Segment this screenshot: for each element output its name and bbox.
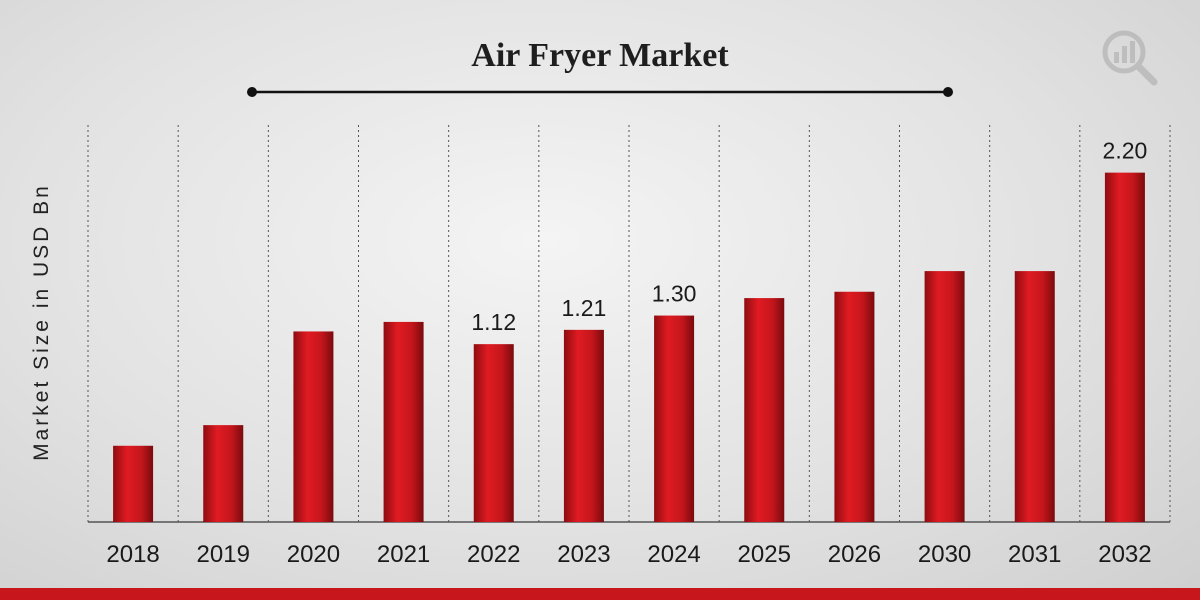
bar-2030 <box>924 271 965 522</box>
x-tick-2023: 2023 <box>557 541 610 568</box>
x-tick-2019: 2019 <box>197 541 250 568</box>
bar-2018 <box>113 445 154 522</box>
x-tick-2018: 2018 <box>106 541 159 568</box>
magnifier-chart-icon <box>1102 30 1158 86</box>
bars-group <box>113 172 1145 522</box>
data-label-2023: 1.21 <box>562 295 607 321</box>
bar-2026 <box>834 291 875 522</box>
title-underline <box>247 87 953 97</box>
data-label-2024: 1.30 <box>652 281 697 307</box>
bar-2031 <box>1014 271 1055 522</box>
bar-2019 <box>203 425 244 522</box>
x-tick-2022: 2022 <box>467 541 520 568</box>
bar-2020 <box>293 331 334 522</box>
x-tick-2026: 2026 <box>828 541 881 568</box>
x-tick-2021: 2021 <box>377 541 430 568</box>
x-tick-2020: 2020 <box>287 541 340 568</box>
x-tick-2032: 2032 <box>1098 541 1151 568</box>
bar-2021 <box>383 321 424 522</box>
bottom-accent-strip <box>0 588 1200 600</box>
bar-2025 <box>744 298 785 522</box>
data-labels-group: 1.12 1.21 1.30 2.20 <box>471 138 1147 336</box>
x-tick-2024: 2024 <box>647 541 700 568</box>
bar-2024 <box>654 315 695 522</box>
bar-2032 <box>1104 172 1145 522</box>
bar-2023 <box>563 329 604 522</box>
x-tick-labels-group: 2018 2019 2020 2021 2022 2023 2024 2025 2026 2030… <box>106 541 1151 568</box>
bar-2022 <box>473 344 514 522</box>
x-tick-2031: 2031 <box>1008 541 1061 568</box>
x-tick-2030: 2030 <box>918 541 971 568</box>
x-tick-2025: 2025 <box>738 541 791 568</box>
data-label-2032: 2.20 <box>1103 138 1148 164</box>
grid-separators <box>87 125 1171 522</box>
y-axis-label: Market Size in USD Bn <box>30 183 53 461</box>
data-label-2022: 1.12 <box>471 309 516 335</box>
chart-title: Air Fryer Market <box>471 37 729 74</box>
